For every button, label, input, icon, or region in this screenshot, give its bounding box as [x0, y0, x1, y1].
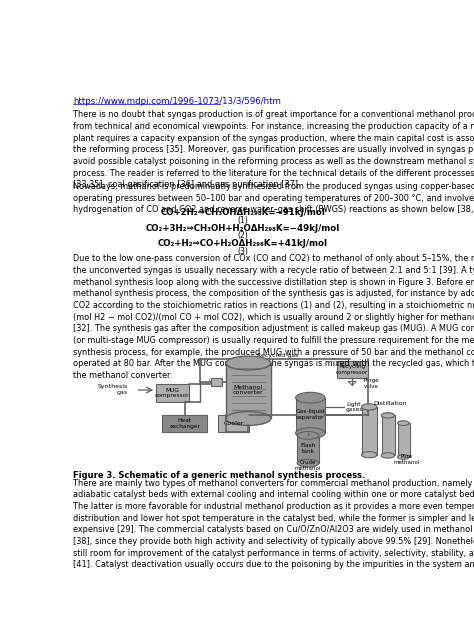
Bar: [211, 378, 222, 386]
Text: Purge
valve: Purge valve: [364, 379, 380, 389]
Ellipse shape: [362, 452, 377, 458]
Bar: [362, 407, 377, 454]
Ellipse shape: [398, 454, 409, 459]
Text: (3): (3): [237, 246, 248, 256]
Text: CO₂+3H₂⇒CH₃OH+H₂OΔH₂₉₈K=−49kJ/mol: CO₂+3H₂⇒CH₃OH+H₂OΔH₂₉₈K=−49kJ/mol: [146, 224, 340, 233]
Bar: [218, 415, 249, 432]
Ellipse shape: [381, 413, 394, 418]
Text: Heat
exchanger: Heat exchanger: [169, 418, 201, 428]
Text: Valve: Valve: [209, 379, 224, 384]
Text: Methanol
converter: Methanol converter: [233, 385, 264, 396]
Bar: [297, 435, 319, 463]
Text: https://www.mdpi.com/1996-1073/13/3/596/htm: https://www.mdpi.com/1996-1073/13/3/596/…: [73, 97, 281, 106]
Text: There is no doubt that syngas production is of great importance for a convention: There is no doubt that syngas production…: [73, 111, 474, 190]
Text: Pure
methanol: Pure methanol: [393, 454, 419, 465]
Text: There are mainly two types of methanol converters for commercial methanol produc: There are mainly two types of methanol c…: [73, 478, 474, 569]
Text: Nowadays, methanol is predominantly synthesized from the produced syngas using c: Nowadays, methanol is predominantly synt…: [73, 182, 474, 214]
Ellipse shape: [226, 356, 271, 370]
Ellipse shape: [297, 459, 319, 467]
Text: Figure 3. Schematic of a generic methanol synthesis process.: Figure 3. Schematic of a generic methano…: [73, 471, 365, 480]
Text: (1): (1): [237, 216, 248, 225]
Bar: [156, 384, 189, 403]
Bar: [226, 363, 271, 418]
Text: CO₂+H₂⇒CO+H₂OΔH₂₉₈K=+41kJ/mol: CO₂+H₂⇒CO+H₂OΔH₂₉₈K=+41kJ/mol: [158, 239, 328, 248]
Text: Cooler: Cooler: [223, 421, 244, 425]
Text: Recycled gas: Recycled gas: [257, 353, 299, 358]
Ellipse shape: [362, 404, 377, 410]
Ellipse shape: [296, 392, 325, 403]
Text: Recycling
compressor: Recycling compressor: [336, 364, 368, 375]
Text: Crude
methanol: Crude methanol: [295, 460, 321, 471]
Text: Flash
tank: Flash tank: [301, 443, 316, 454]
Bar: [398, 423, 410, 457]
Ellipse shape: [296, 428, 325, 439]
Text: Gas-liquid
separator: Gas-liquid separator: [295, 410, 325, 420]
Text: Due to the low one-pass conversion of COx (CO and CO2) to methanol of only about: Due to the low one-pass conversion of CO…: [73, 255, 474, 380]
Ellipse shape: [398, 421, 409, 425]
Text: Distillation: Distillation: [374, 401, 407, 406]
Text: (2): (2): [237, 231, 248, 240]
Bar: [296, 398, 325, 433]
Bar: [382, 415, 395, 456]
Text: MUG
compressor: MUG compressor: [155, 387, 190, 399]
Text: CO+2H₂⇒CH₃OHΔH₂₉₈K=−91kJ/mol: CO+2H₂⇒CH₃OHΔH₂₉₈K=−91kJ/mol: [161, 209, 325, 217]
Ellipse shape: [226, 411, 271, 425]
Ellipse shape: [381, 453, 394, 458]
Text: Synthesis
gas: Synthesis gas: [97, 384, 128, 394]
Ellipse shape: [297, 432, 319, 439]
Text: Light
gases: Light gases: [346, 401, 364, 412]
Bar: [337, 361, 368, 378]
Bar: [162, 415, 207, 432]
